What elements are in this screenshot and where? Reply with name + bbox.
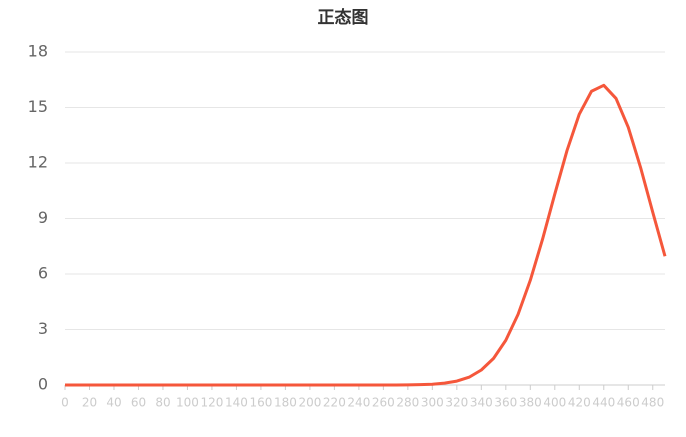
x-tick-label: 360: [494, 396, 517, 410]
x-tick-label: 420: [568, 396, 591, 410]
x-tick-label: 320: [445, 396, 468, 410]
x-tick-label: 60: [131, 396, 146, 410]
y-tick-label: 0: [38, 375, 48, 394]
x-tick-label: 280: [396, 396, 419, 410]
y-tick-label: 9: [38, 208, 48, 227]
x-tick-label: 340: [470, 396, 493, 410]
x-tick-label: 380: [519, 396, 542, 410]
x-tick-label: 480: [641, 396, 664, 410]
chart-title: 正态图: [318, 7, 369, 28]
x-tick-label: 100: [176, 396, 199, 410]
x-tick-label: 440: [592, 396, 615, 410]
y-tick-label: 6: [38, 264, 48, 283]
x-tick-label: 140: [225, 396, 248, 410]
y-tick-label: 15: [28, 97, 48, 116]
x-tick-label: 200: [298, 396, 321, 410]
x-tick-label: 220: [323, 396, 346, 410]
x-tick-label: 120: [200, 396, 223, 410]
y-tick-label: 18: [28, 42, 48, 61]
x-tick-label: 240: [347, 396, 370, 410]
x-tick-label: 180: [274, 396, 297, 410]
x-tick-label: 0: [61, 396, 69, 410]
x-tick-label: 80: [155, 396, 170, 410]
x-tick-label: 40: [106, 396, 121, 410]
x-tick-label: 400: [543, 396, 566, 410]
x-tick-label: 460: [617, 396, 640, 410]
line: [65, 83, 667, 387]
x-tick-label: 20: [82, 396, 97, 410]
x-tick-label: 300: [421, 396, 444, 410]
x-tick-label: 260: [372, 396, 395, 410]
y-tick-label: 12: [28, 153, 48, 172]
y-tick-label: 3: [38, 319, 48, 338]
x-tick-label: 160: [249, 396, 272, 410]
